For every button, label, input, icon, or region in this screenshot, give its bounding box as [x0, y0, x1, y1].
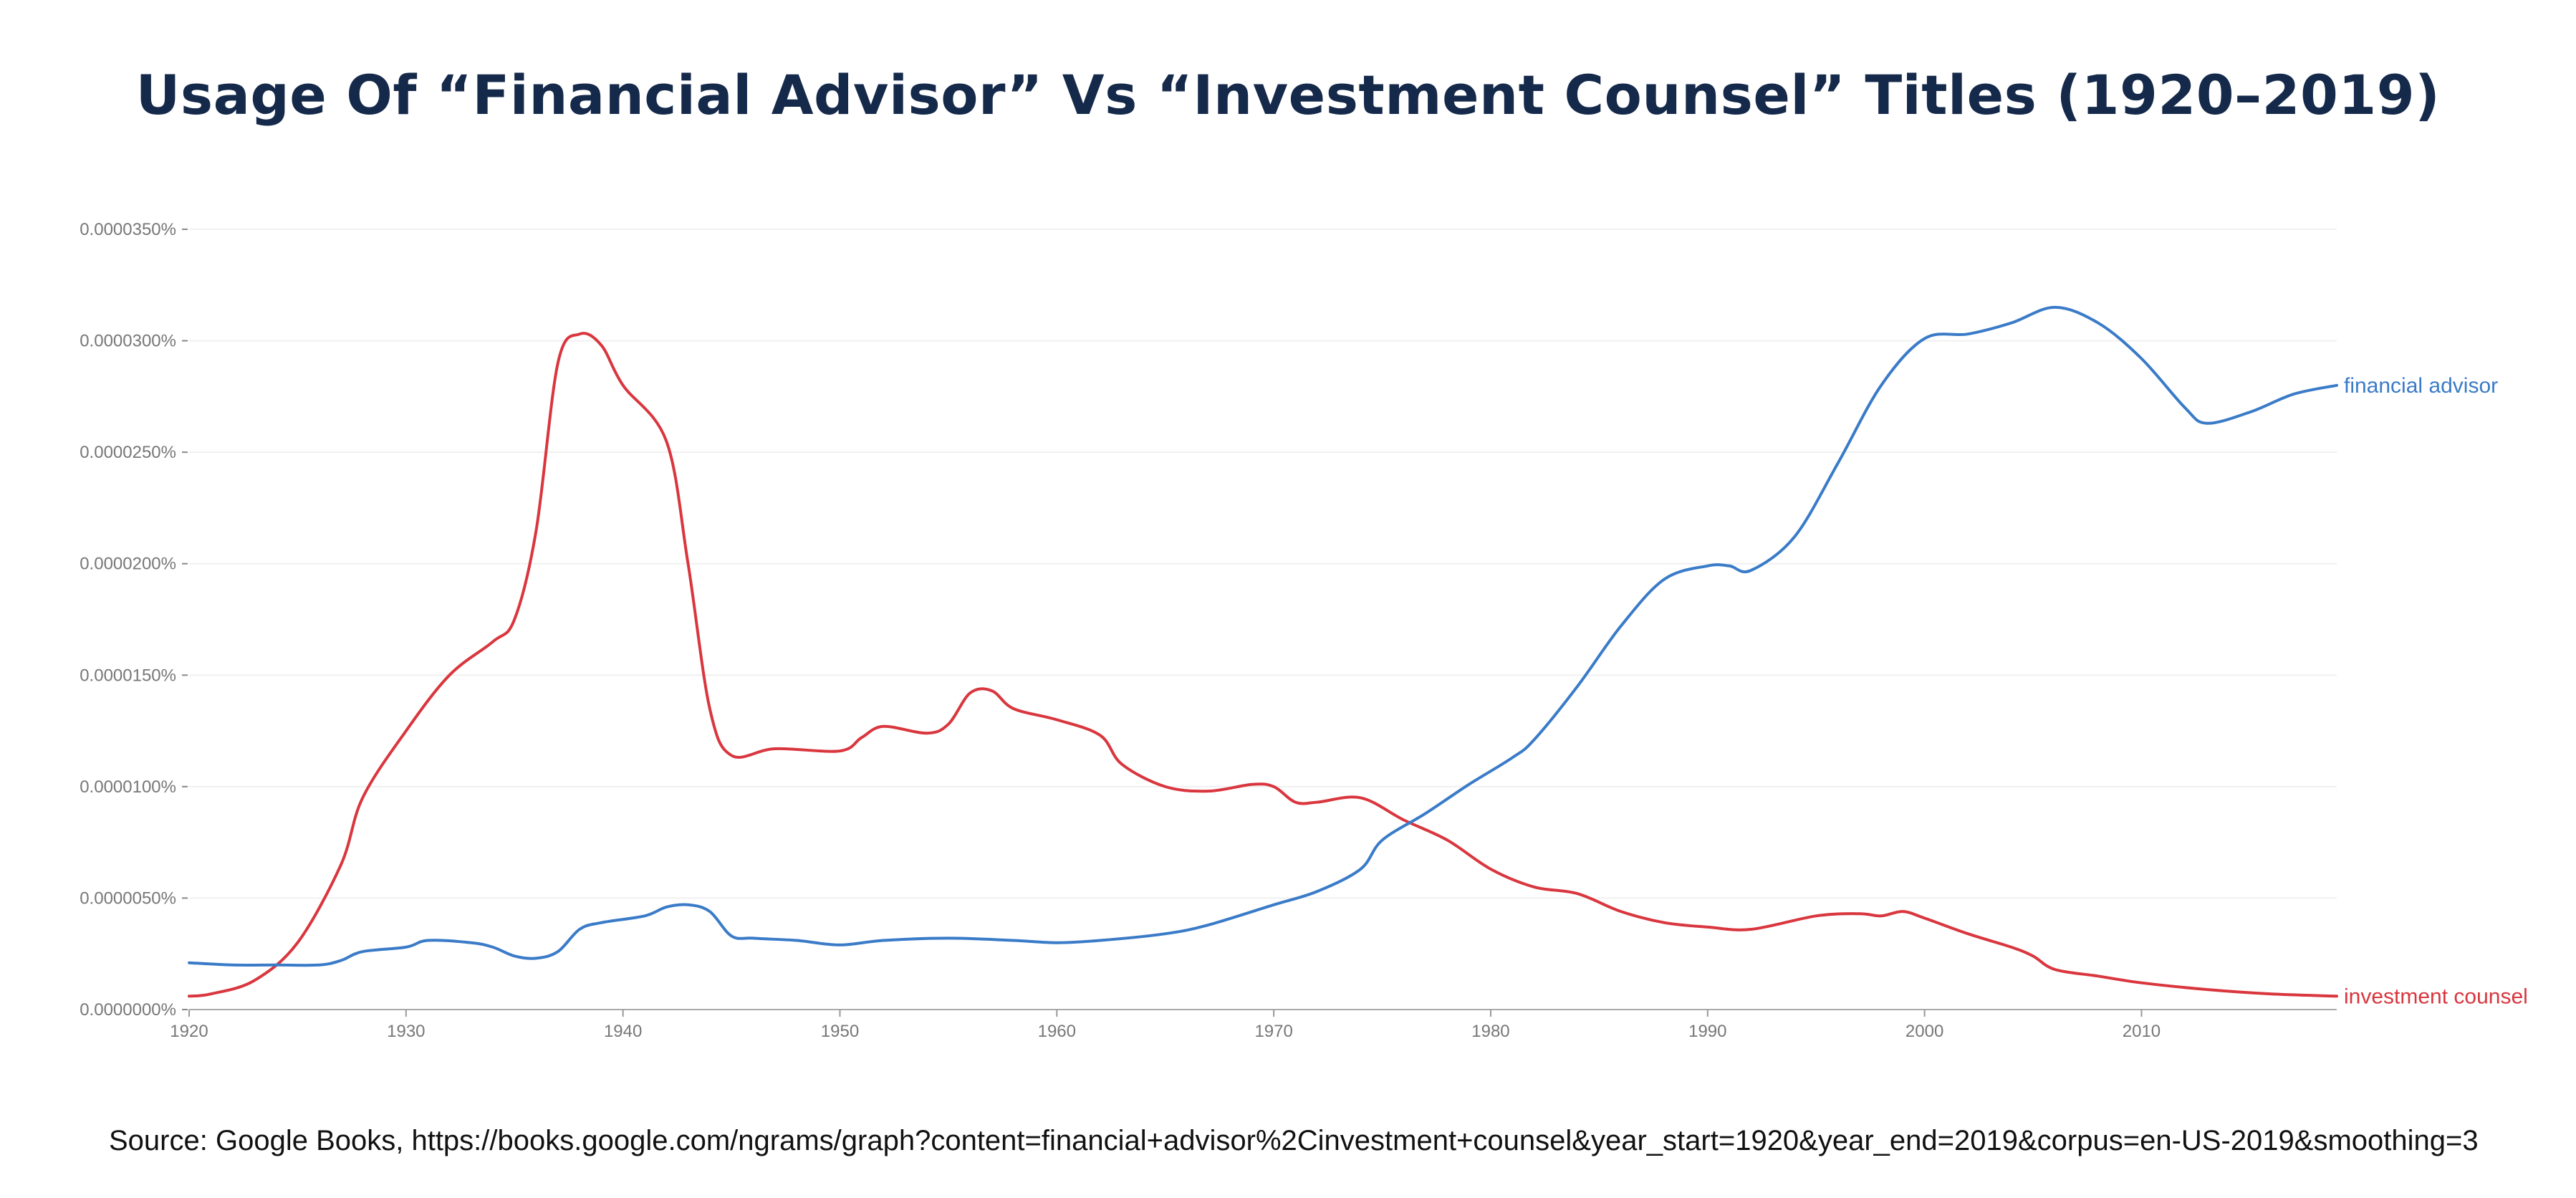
series-labels: investment counsel financial advisor — [2344, 374, 2528, 1009]
series-label-investment-counsel: investment counsel — [2344, 984, 2528, 1008]
x-tick-label: 1940 — [604, 1022, 642, 1041]
y-tick-label: 0.0000150% — [80, 666, 176, 685]
y-axis: 0.0000000% 0.0000050% 0.0000100% 0.0000150%… — [80, 220, 188, 1020]
x-tick-label: 1980 — [1471, 1022, 1509, 1041]
y-tick-label: 0.0000300% — [80, 332, 176, 351]
y-tick-label: 0.0000100% — [80, 777, 176, 797]
series-group — [188, 305, 2338, 998]
series-line-investment-counsel — [188, 332, 2338, 998]
x-tick-label: 1970 — [1254, 1022, 1292, 1041]
y-tick-label: 0.0000350% — [80, 220, 176, 239]
x-tick-label: 1960 — [1038, 1022, 1076, 1041]
y-tick-label: 0.0000000% — [80, 1000, 176, 1020]
series-label-financial-advisor: financial advisor — [2344, 374, 2498, 398]
y-tick-label: 0.0000200% — [80, 555, 176, 574]
x-tick-label: 1950 — [821, 1022, 859, 1041]
series-line-financial-advisor — [188, 305, 2338, 967]
grid-lines — [189, 229, 2337, 899]
y-tick-label: 0.0000050% — [80, 888, 176, 908]
x-tick-label: 2000 — [1905, 1022, 1943, 1041]
x-tick-label: 1920 — [170, 1022, 208, 1041]
x-axis: 1920 1930 1940 1950 1960 1970 1980 1990 2000 2010 — [170, 1009, 2337, 1041]
x-tick-label: 1990 — [1688, 1022, 1726, 1041]
source-note: Source: Google Books, https://books.goog… — [109, 1125, 2479, 1156]
x-tick-label: 2010 — [2123, 1022, 2161, 1041]
x-tick-label: 1930 — [387, 1022, 425, 1041]
y-tick-label: 0.0000250% — [80, 443, 176, 462]
chart-title: Usage Of “Financial Advisor” Vs “Investm… — [135, 63, 2441, 127]
